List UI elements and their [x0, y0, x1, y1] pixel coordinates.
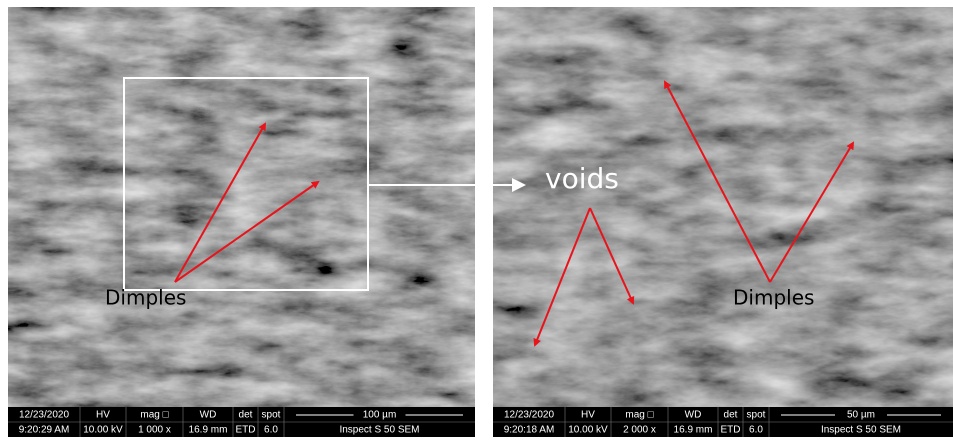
- info-text: HV: [96, 410, 110, 421]
- info-text: det: [239, 410, 253, 421]
- info-text: 9:20:18 AM: [504, 425, 555, 436]
- info-text: 9:20:29 AM: [19, 425, 70, 436]
- info-text: 12/23/2020: [19, 410, 69, 421]
- arrow: [664, 80, 771, 283]
- info-text: 10.00 kV: [83, 425, 123, 436]
- info-text: 100 µm: [363, 410, 397, 421]
- arrow: [174, 122, 266, 283]
- annotation: voids: [545, 162, 619, 195]
- arrow: [769, 141, 855, 283]
- info-text: 10.00 kV: [568, 425, 608, 436]
- info-text: 6.0: [749, 425, 763, 436]
- info-text: WD: [200, 410, 217, 421]
- info-text: HV: [581, 410, 595, 421]
- annotation: Dimples: [733, 286, 814, 310]
- info-text: 1 000 x: [138, 425, 171, 436]
- info-text: spot: [262, 410, 281, 421]
- red-arrows: [174, 80, 855, 347]
- info-bars: 12/23/2020 9:20:29 AM HV 10.00 kV mag □ 1 000…: [8, 407, 953, 437]
- info-text: Inspect S 50 SEM: [339, 425, 419, 436]
- annotation: Dimples: [105, 286, 186, 310]
- sem-image-right: [493, 7, 953, 407]
- info-text: 50 µm: [847, 410, 875, 421]
- info-text: det: [724, 410, 738, 421]
- arrow: [589, 207, 635, 305]
- info-text: 6.0: [264, 425, 278, 436]
- sem-image-left: [8, 7, 475, 407]
- arrow: [174, 180, 320, 283]
- arrow: [533, 207, 591, 347]
- info-text: ETD: [721, 425, 741, 436]
- info-text: spot: [747, 410, 766, 421]
- info-text: ETD: [236, 425, 256, 436]
- info-text: 16.9 mm: [674, 425, 713, 436]
- info-text: 12/23/2020: [504, 410, 554, 421]
- info-text: Inspect S 50 SEM: [821, 425, 901, 436]
- info-text: mag □: [140, 410, 168, 421]
- info-text: mag □: [625, 410, 653, 421]
- info-text: WD: [685, 410, 702, 421]
- info-text: 2 000 x: [623, 425, 656, 436]
- info-text: 16.9 mm: [189, 425, 228, 436]
